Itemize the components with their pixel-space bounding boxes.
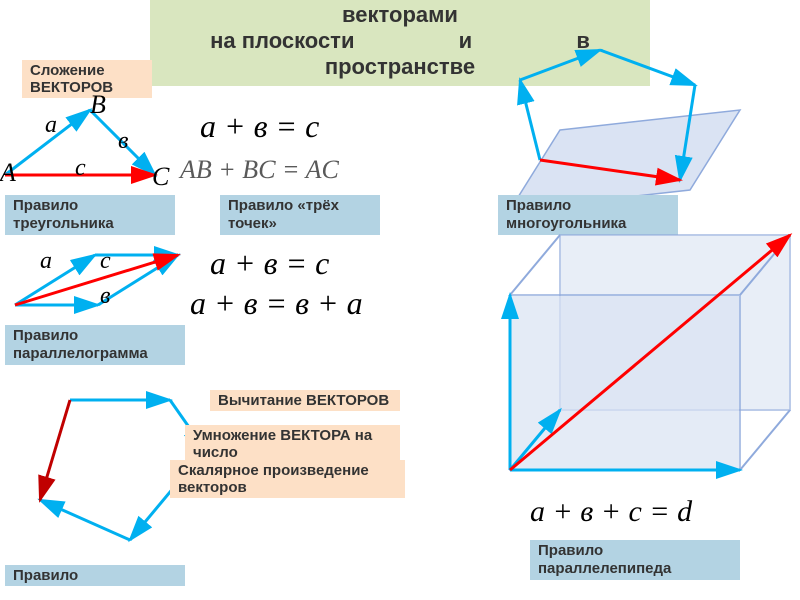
- formula-5: a + в + c = d: [530, 495, 692, 529]
- cube-front: [510, 295, 740, 470]
- parallelepiped-rule-text: Правило параллелепипеда: [538, 542, 671, 577]
- cube-edge1: [510, 235, 560, 295]
- parallelepiped-rule-banner: Правило параллелепипеда: [530, 540, 740, 580]
- cube-edge4: [740, 410, 790, 470]
